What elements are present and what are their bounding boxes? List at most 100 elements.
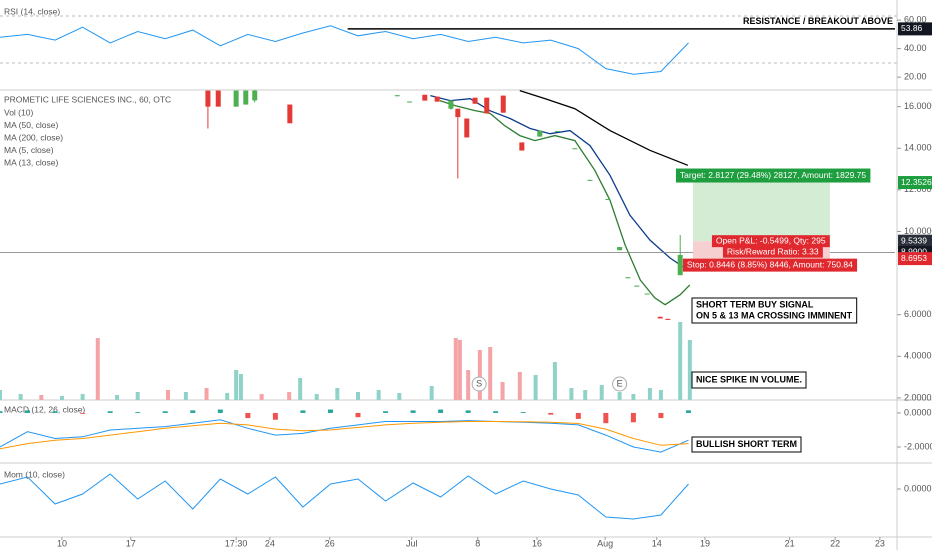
macd-histogram (245, 412, 251, 419)
last-price-tag-label: 8.9900 (901, 247, 927, 257)
volume-bar (314, 394, 319, 400)
y-tick-label: 6.0000 (904, 309, 932, 319)
annotation-box-text: BULLISH SHORT TERM (696, 439, 797, 449)
x-tick-label: 24 (265, 538, 275, 548)
indicator-line (0, 473, 689, 520)
macd-histogram (575, 412, 581, 419)
macd-line (0, 421, 689, 450)
macd-histogram (272, 412, 278, 420)
macd-histogram (383, 411, 389, 413)
macd-line (0, 419, 689, 453)
target-tag-label: 12.3526 (901, 177, 932, 187)
y-tick-label: 16.0000 (904, 101, 932, 111)
macd-histogram (162, 411, 168, 413)
macd-histogram (493, 411, 499, 413)
y-tick-label: 0.0000 (904, 483, 932, 493)
volume-bar (135, 392, 140, 400)
pane-legend: MA (200, close) (4, 132, 63, 142)
target-tag (898, 176, 932, 190)
candle-body (287, 104, 293, 124)
volume-bar (457, 340, 462, 400)
level-tag-label: 53.86 (901, 23, 923, 33)
volume-bar (533, 375, 538, 400)
volume-bar (225, 393, 230, 400)
volume-bar (631, 394, 636, 400)
x-tick-label: 22 (830, 538, 840, 548)
macd-histogram (107, 411, 113, 413)
volume-bar (687, 340, 692, 400)
volume-bar (259, 394, 264, 400)
target-box-text: Target: 2.8127 (29.48%) 28127, Amount: 1… (680, 170, 866, 180)
pane-legend: Vol (10) (4, 107, 33, 117)
volume-bar (39, 395, 44, 400)
macd-histogram (190, 410, 196, 413)
event-marker (612, 376, 628, 392)
volume-bar (18, 394, 23, 400)
macd-histogram (25, 410, 31, 413)
indicator-line (0, 25, 689, 75)
target-box (675, 168, 871, 183)
entry-tag (898, 234, 932, 248)
ratio-box-text: Risk/Reward Ratio: 3.33 (727, 246, 819, 256)
macd-histogram (410, 410, 416, 413)
y-tick-label: 40.00 (904, 43, 927, 53)
candle-body (625, 277, 631, 279)
y-tick-label: 14.0000 (904, 143, 932, 153)
macd-histogram (685, 410, 691, 413)
volume-bar (552, 362, 557, 400)
volume-bar (95, 338, 100, 400)
macd-histogram (135, 412, 141, 413)
annotation-box-text: NICE SPIKE IN VOLUME. (696, 374, 802, 384)
volume-bar (234, 370, 239, 400)
macd-histogram (465, 410, 471, 413)
candle-body (519, 142, 525, 151)
x-tick-label: 19 (700, 538, 710, 548)
volume-bar (115, 395, 120, 400)
candle-body (472, 97, 478, 104)
profit-zone (692, 182, 830, 242)
candle-body (605, 199, 611, 201)
stop-box-text: Stop: 0.8446 (8.85%) 8446, Amount: 750.8… (687, 259, 853, 269)
candle-body (448, 100, 454, 109)
macd-histogram (630, 412, 636, 423)
volume-bar (500, 382, 505, 400)
macd-histogram (0, 411, 3, 413)
volume-bar (477, 350, 482, 400)
volume-bar (599, 385, 604, 400)
macd-histogram (603, 412, 609, 424)
volume-bar (59, 396, 64, 400)
x-tick-label: 14 (652, 538, 662, 548)
volume-bar (453, 338, 458, 400)
candle-body (464, 118, 470, 138)
pnl-box (711, 235, 830, 248)
stop-tag-label: 8.6953 (901, 253, 927, 263)
x-tick-label: 10 (57, 538, 67, 548)
volume-bar (429, 386, 434, 400)
volume-bar (238, 374, 243, 400)
stop-box (682, 258, 858, 272)
macd-histogram (355, 412, 361, 418)
macd-histogram (327, 409, 333, 413)
volume-bar (0, 390, 2, 400)
macd-histogram (548, 412, 554, 415)
y-tick-label: 12.0000 (904, 184, 932, 194)
event-marker (471, 376, 487, 392)
volume-bar (80, 394, 85, 400)
macd-histogram (52, 411, 58, 413)
level-tag (898, 22, 932, 36)
pane-legend: MA (13, close) (4, 157, 58, 167)
macd-histogram (438, 409, 444, 413)
pane-legend: MACD (12, 26, close) (4, 404, 85, 414)
volume-bar (466, 370, 471, 400)
annotation: SHORT TERM BUY SIGNAL (696, 299, 814, 309)
candle-body (617, 247, 623, 251)
macd-histogram (80, 412, 86, 414)
candle-body (407, 101, 413, 103)
candle-body (677, 254, 683, 276)
volume-bar (397, 393, 402, 400)
candle-body (665, 318, 671, 320)
volume-bar (488, 347, 493, 400)
x-tick-label: 26 (325, 538, 335, 548)
